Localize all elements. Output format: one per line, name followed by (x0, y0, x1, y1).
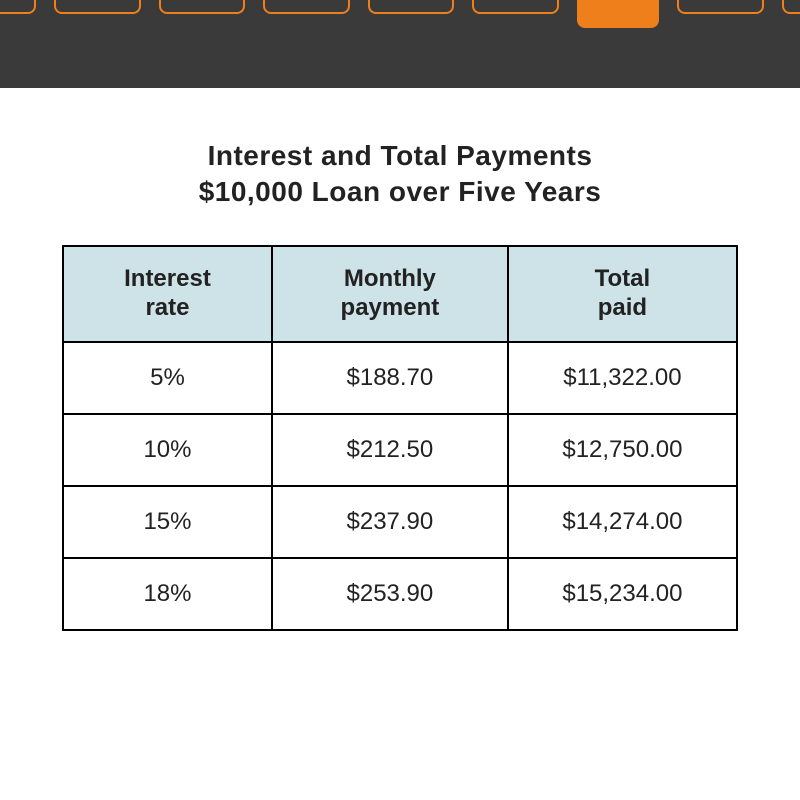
loan-payments-table: Interestrate Monthlypayment Totalpaid 5%… (62, 245, 738, 631)
nav-tab[interactable] (368, 0, 455, 14)
cell-monthly-payment: $253.90 (272, 558, 508, 630)
nav-tab[interactable] (54, 0, 141, 14)
col-header-interest-rate: Interestrate (63, 246, 272, 342)
cell-total-paid: $12,750.00 (508, 414, 737, 486)
cell-total-paid: $14,274.00 (508, 486, 737, 558)
cell-total-paid: $15,234.00 (508, 558, 737, 630)
table-row: 15% $237.90 $14,274.00 (63, 486, 737, 558)
content-area: Interest and Total Payments $10,000 Loan… (0, 88, 800, 631)
table-row: 18% $253.90 $15,234.00 (63, 558, 737, 630)
title-line-1: Interest and Total Payments (208, 140, 593, 171)
cell-monthly-payment: $188.70 (272, 342, 508, 414)
cell-interest-rate: 5% (63, 342, 272, 414)
cell-interest-rate: 15% (63, 486, 272, 558)
col-header-label: Monthlypayment (341, 265, 440, 321)
nav-tab[interactable] (263, 0, 350, 14)
col-header-label: Interestrate (124, 265, 211, 321)
nav-tab-active[interactable] (577, 0, 660, 28)
nav-tab[interactable] (677, 0, 764, 14)
col-header-total-paid: Totalpaid (508, 246, 737, 342)
nav-tab[interactable] (472, 0, 559, 14)
col-header-monthly-payment: Monthlypayment (272, 246, 508, 342)
table-header-row: Interestrate Monthlypayment Totalpaid (63, 246, 737, 342)
nav-tab[interactable] (782, 0, 800, 14)
table-row: 5% $188.70 $11,322.00 (63, 342, 737, 414)
cell-total-paid: $11,322.00 (508, 342, 737, 414)
col-header-label: Totalpaid (595, 265, 651, 321)
nav-tab[interactable] (159, 0, 246, 14)
title-line-2: $10,000 Loan over Five Years (199, 176, 602, 207)
cell-monthly-payment: $237.90 (272, 486, 508, 558)
cell-interest-rate: 18% (63, 558, 272, 630)
table-row: 10% $212.50 $12,750.00 (63, 414, 737, 486)
top-nav-bar (0, 0, 800, 88)
page-title: Interest and Total Payments $10,000 Loan… (62, 138, 738, 211)
cell-monthly-payment: $212.50 (272, 414, 508, 486)
nav-tab[interactable] (0, 0, 36, 14)
cell-interest-rate: 10% (63, 414, 272, 486)
